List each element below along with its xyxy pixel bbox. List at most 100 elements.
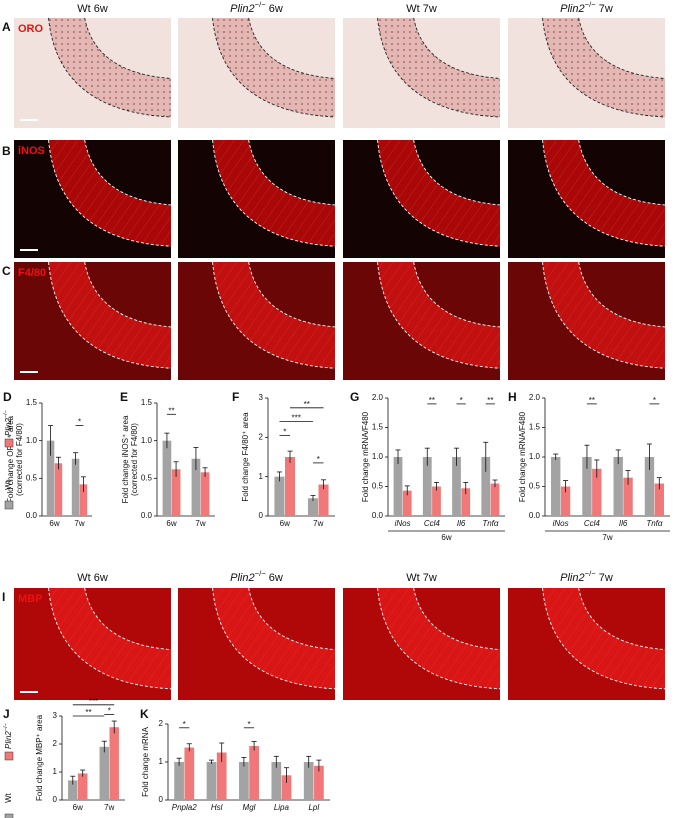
y-tick-label: 2.0 xyxy=(529,393,541,402)
bar xyxy=(71,458,80,516)
error-bar xyxy=(48,425,54,456)
legend-swatch xyxy=(4,813,14,818)
bar xyxy=(46,440,55,516)
error-bar xyxy=(193,447,199,471)
column-header: Plin2−/− 7w xyxy=(560,0,613,15)
column-header: Plin2−/− 6w xyxy=(230,0,283,15)
bar xyxy=(77,773,88,800)
error-bar xyxy=(395,449,401,465)
significance-label: * xyxy=(460,396,463,405)
region-boundary xyxy=(413,17,501,79)
panel-letter: E xyxy=(120,390,128,404)
error-bar xyxy=(111,720,117,734)
x-tick-label: 7w xyxy=(313,519,323,528)
region-boundary xyxy=(377,587,501,690)
y-tick-label: 0.5 xyxy=(141,473,153,482)
error-bar xyxy=(208,759,214,764)
legend-swatch xyxy=(4,751,14,761)
tissue-texture xyxy=(48,262,171,369)
region-boundary xyxy=(413,587,501,651)
region-boundary xyxy=(212,261,336,369)
stain-label: ORO xyxy=(18,23,44,35)
y-tick-label: 2 xyxy=(53,739,58,748)
significance-label: * xyxy=(247,720,250,729)
y-tick-label: 0.0 xyxy=(372,511,384,520)
x-tick-label: Lipa xyxy=(274,803,290,812)
error-bar xyxy=(321,479,327,490)
x-tick-label: Ccl4 xyxy=(584,519,601,528)
bar xyxy=(162,440,172,516)
tissue-texture xyxy=(48,588,171,689)
error-bar xyxy=(454,447,460,466)
error-bar xyxy=(316,759,322,772)
x-tick-label: Ccl4 xyxy=(424,519,441,528)
region-boundary xyxy=(212,139,336,247)
region-boundary xyxy=(84,17,172,79)
bar xyxy=(318,484,329,516)
tissue-texture xyxy=(542,140,665,247)
y-axis-label: Fold change ORO⁺ area xyxy=(6,415,15,502)
significance-label: * xyxy=(653,396,656,405)
region-boundary xyxy=(413,261,501,328)
x-tick-label: Tnfα xyxy=(646,519,663,528)
y-axis-label: Fold change mRNA xyxy=(141,726,150,796)
bar xyxy=(481,457,491,516)
x-tick-label: Lpl xyxy=(308,803,319,812)
y-tick-label: 0.5 xyxy=(26,473,38,482)
y-tick-label: 0.0 xyxy=(141,511,153,520)
tissue-texture xyxy=(48,18,171,117)
y-tick-label: 3 xyxy=(259,393,264,402)
region-boundary xyxy=(542,17,666,118)
stain-label: F4/80 xyxy=(18,267,46,279)
x-axis-label: 7w xyxy=(602,533,612,542)
error-bar xyxy=(563,480,569,493)
significance-label: * xyxy=(183,720,186,729)
error-bar xyxy=(594,459,600,478)
error-bar xyxy=(176,757,182,766)
error-bar xyxy=(463,481,469,495)
bar xyxy=(307,498,318,516)
x-tick-label: 7w xyxy=(104,803,114,812)
y-axis-label: Fold change iNOS⁺ area xyxy=(121,415,130,503)
bar xyxy=(191,458,201,516)
region-boundary xyxy=(578,587,666,651)
x-tick-label: Il6 xyxy=(457,519,466,528)
bar xyxy=(68,780,78,800)
bar xyxy=(314,765,324,800)
bar xyxy=(393,457,403,516)
panel-letter: G xyxy=(350,390,359,404)
x-tick-label: iNos xyxy=(395,519,411,528)
panel-letter: A xyxy=(2,20,11,34)
bar xyxy=(422,457,432,516)
y-axis-label: Fold change MBP⁺ area xyxy=(35,714,44,801)
region-boundary xyxy=(377,17,501,118)
panel-letter: D xyxy=(3,390,12,404)
x-tick-label: 6w xyxy=(166,519,176,528)
tissue-texture xyxy=(212,262,335,369)
x-tick-label: 6w xyxy=(73,803,83,812)
x-tick-label: Tnfα xyxy=(482,519,499,528)
x-tick-label: 6w xyxy=(280,519,290,528)
significance-label: ** xyxy=(85,708,91,717)
column-header: Wt 6w xyxy=(77,3,108,15)
error-bar xyxy=(202,467,208,477)
significance-label: *** xyxy=(292,414,301,423)
bar xyxy=(654,483,664,516)
error-bar xyxy=(404,485,410,496)
bar xyxy=(54,463,63,516)
column-header: Wt 7w xyxy=(406,572,437,584)
region-boundary xyxy=(48,261,172,369)
error-bar xyxy=(553,453,559,460)
region-boundary xyxy=(248,139,336,206)
significance-label: * xyxy=(108,707,111,716)
region-boundary xyxy=(84,261,172,328)
panel-letter: H xyxy=(508,390,517,404)
error-bar xyxy=(173,461,179,477)
region-boundary xyxy=(212,587,336,690)
y-axis-label: Fold change mRNA/F480 xyxy=(518,411,527,502)
x-tick-label: Pnpla2 xyxy=(172,803,197,812)
bar xyxy=(79,484,88,516)
error-bar xyxy=(80,476,86,492)
error-bar xyxy=(101,740,107,753)
